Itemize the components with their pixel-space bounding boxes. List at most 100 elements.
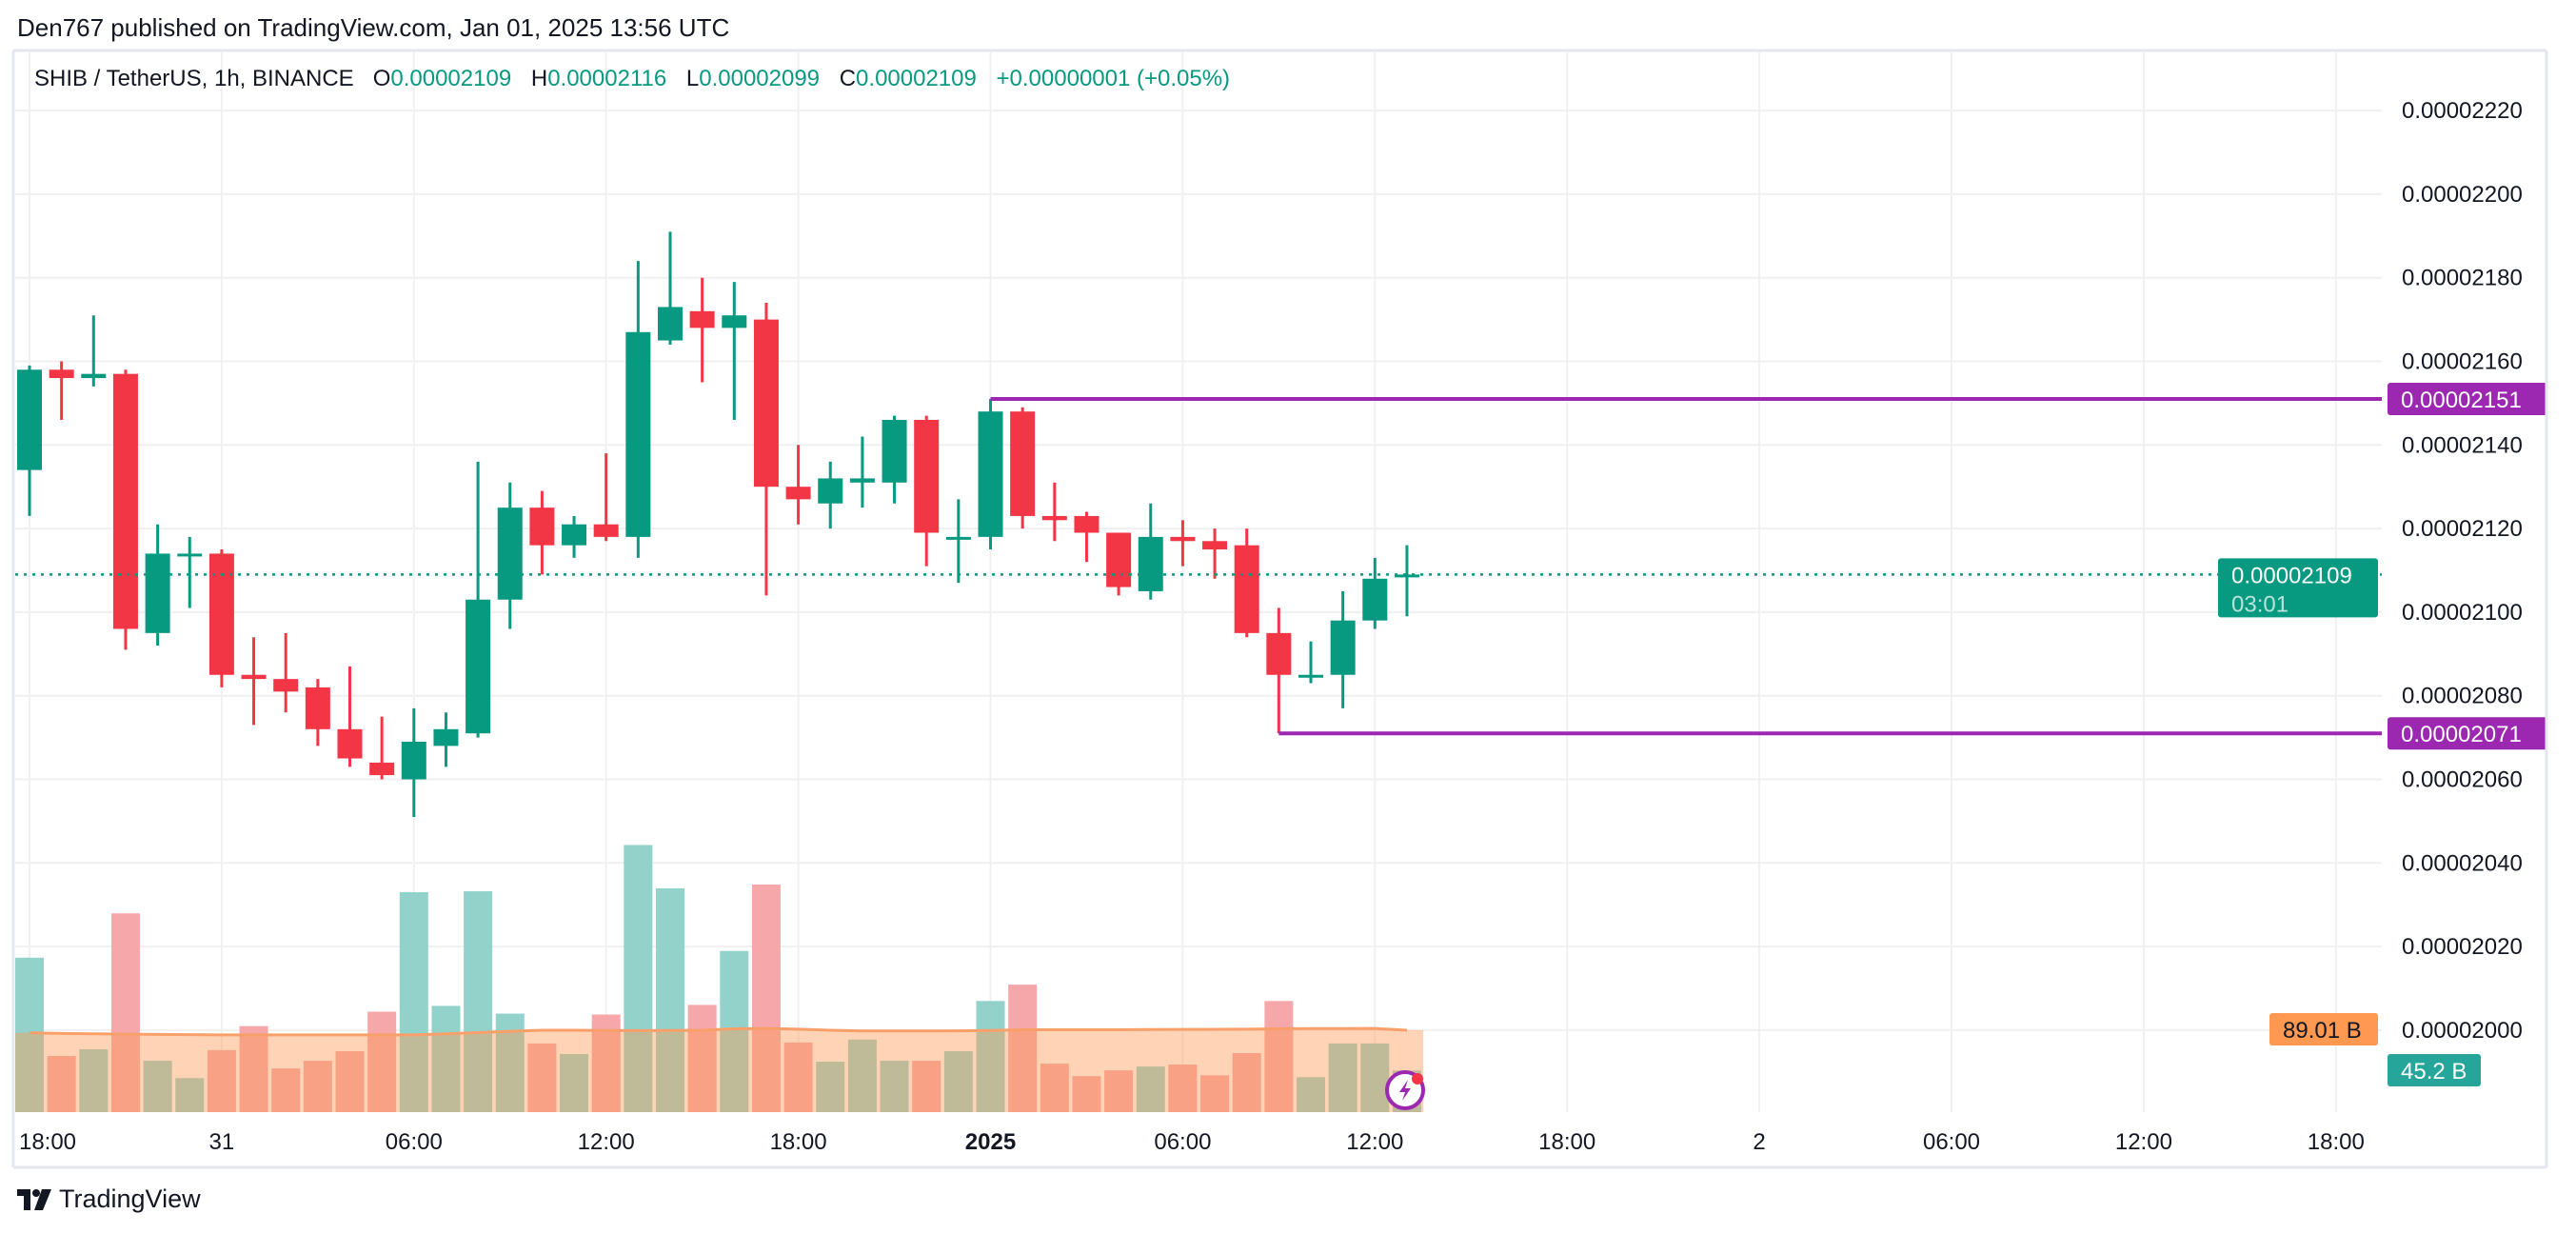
symbol-title[interactable]: SHIB / TetherUS, 1h, BINANCE: [34, 66, 354, 91]
candle-body: [625, 331, 651, 537]
last-price-badge-bg: [2218, 558, 2378, 618]
candle: [529, 490, 555, 575]
candle: [1138, 503, 1163, 600]
time-tick-label: 06:00: [1923, 1129, 1980, 1155]
volume-badge-text: 45.2 B: [2401, 1059, 2467, 1085]
candle-body: [81, 373, 107, 379]
resistance-price-badge-text: 0.00002151: [2401, 388, 2522, 413]
candle-body: [529, 508, 555, 546]
time-tick-label: 18:00: [770, 1129, 827, 1155]
volume-bars: [15, 845, 1421, 1112]
volume-bar: [527, 1043, 557, 1112]
time-tick-label: 18:00: [1538, 1129, 1595, 1155]
volume-bar: [1072, 1076, 1101, 1112]
candle: [945, 499, 971, 584]
last-price-badge: 0.00002109 03:01: [2218, 558, 2378, 618]
candle-body: [208, 553, 234, 675]
volume-bar: [943, 1050, 973, 1112]
volume-bar: [1200, 1075, 1230, 1112]
volume-ma-badge-bg: [2269, 1013, 2378, 1045]
time-tick-label: 12:00: [578, 1129, 635, 1155]
volume-bar: [1040, 1064, 1069, 1112]
candle-body: [145, 553, 170, 633]
countdown-text: 03:01: [2231, 591, 2289, 617]
candle-body: [882, 419, 907, 483]
volume-bar: [720, 950, 749, 1112]
grid-lines: [15, 52, 2382, 1112]
time-axis[interactable]: 18:00 31 06:00 12:00 18:00 2025 06:00 12:00 18:0…: [19, 1129, 2365, 1155]
volume-bar: [976, 1001, 1005, 1112]
volume-bar: [1360, 1043, 1390, 1112]
open-value: 0.00002109: [390, 66, 512, 91]
volume-bar: [335, 1050, 365, 1112]
time-tick-label: 12:00: [2115, 1129, 2172, 1155]
volume-bar: [687, 1005, 717, 1112]
volume-bar: [367, 1011, 397, 1112]
candle: [978, 399, 1003, 550]
candle-body: [1074, 515, 1100, 533]
candle: [1202, 528, 1228, 579]
candle-body: [337, 728, 363, 759]
candle-body: [241, 674, 267, 680]
candle-body: [978, 411, 1003, 537]
lightning-bolt-icon[interactable]: [1385, 1070, 1425, 1110]
horizontal-levels[interactable]: [15, 397, 2382, 736]
volume-bar: [624, 845, 653, 1112]
volume-bar: [912, 1061, 941, 1112]
tradingview-logo[interactable]: TradingView: [17, 1184, 201, 1214]
candle: [1041, 482, 1067, 542]
candle: [112, 369, 138, 650]
candle-body: [722, 315, 747, 328]
ohlc-legend: SHIB / TetherUS, 1h, BINANCE O0.00002109…: [34, 66, 1243, 92]
tradingview-logo-icon: [17, 1188, 51, 1210]
volume-bar: [783, 1042, 813, 1112]
volume-bar: [1232, 1052, 1261, 1112]
candle: [785, 445, 811, 525]
volume-bar: [110, 913, 140, 1112]
candle: [818, 461, 843, 529]
time-tick-label: 12:00: [1346, 1129, 1403, 1155]
volume-bar: [79, 1048, 109, 1112]
candle: [658, 231, 683, 345]
candle-body: [497, 508, 523, 600]
candle-body: [1362, 578, 1388, 621]
price-tick-label: 0.00002000: [2402, 1018, 2523, 1044]
volume-bar: [143, 1061, 172, 1112]
time-tick-label: 06:00: [1154, 1129, 1211, 1155]
candle: [562, 515, 587, 558]
volume-bar: [560, 1053, 589, 1112]
price-axis[interactable]: 0.00002220 0.00002200 0.00002180 0.00002160…: [2402, 98, 2523, 1044]
volume-bar: [1297, 1077, 1325, 1112]
candle-body: [785, 487, 811, 500]
candle-body: [593, 524, 619, 537]
candle-body: [1138, 536, 1163, 591]
candles: [17, 231, 1419, 818]
candle: [753, 303, 779, 596]
price-tick-label: 0.00002140: [2402, 432, 2523, 458]
candle: [1298, 641, 1323, 684]
candle-body: [1266, 632, 1292, 675]
volume-bar: [847, 1039, 877, 1112]
volume-bar: [175, 1078, 205, 1112]
candle: [273, 632, 299, 713]
candle: [1106, 532, 1132, 596]
price-tick-label: 0.00002220: [2402, 98, 2523, 124]
price-tick-label: 0.00002060: [2402, 767, 2523, 793]
volume-bar: [751, 885, 781, 1112]
volume-bar: [656, 887, 684, 1112]
low-label: L: [685, 66, 700, 91]
volume-bar: [207, 1049, 236, 1112]
support-price-badge-bg: [2388, 717, 2547, 750]
volume-badge-bg: [2388, 1054, 2481, 1086]
close-label: C: [839, 66, 857, 91]
candle-body: [562, 524, 587, 546]
volume-bar: [239, 1025, 268, 1112]
open-label: O: [372, 66, 391, 91]
publisher-line: Den767 published on TradingView.com, Jan…: [17, 13, 730, 42]
candle: [1362, 557, 1388, 629]
candle-body: [1394, 574, 1419, 578]
volume-bar: [47, 1055, 76, 1112]
volume-bar: [271, 1068, 301, 1112]
candle: [1170, 520, 1196, 567]
